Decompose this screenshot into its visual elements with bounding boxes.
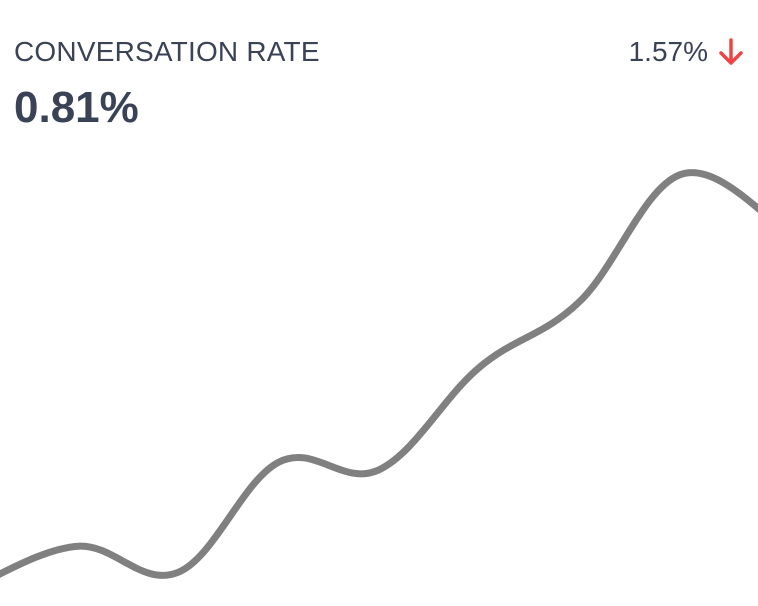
- change-value: 1.57%: [628, 36, 708, 67]
- metric-value: 0.81%: [14, 83, 139, 132]
- change-indicator: 1.57%: [629, 34, 744, 70]
- sparkline-series-line: [0, 169, 758, 579]
- arrow-down-icon: [718, 37, 744, 67]
- metric-header: CONVERSATION RATE 0.81% 1.57%: [14, 34, 744, 144]
- metric-label: CONVERSATION RATE: [14, 36, 320, 67]
